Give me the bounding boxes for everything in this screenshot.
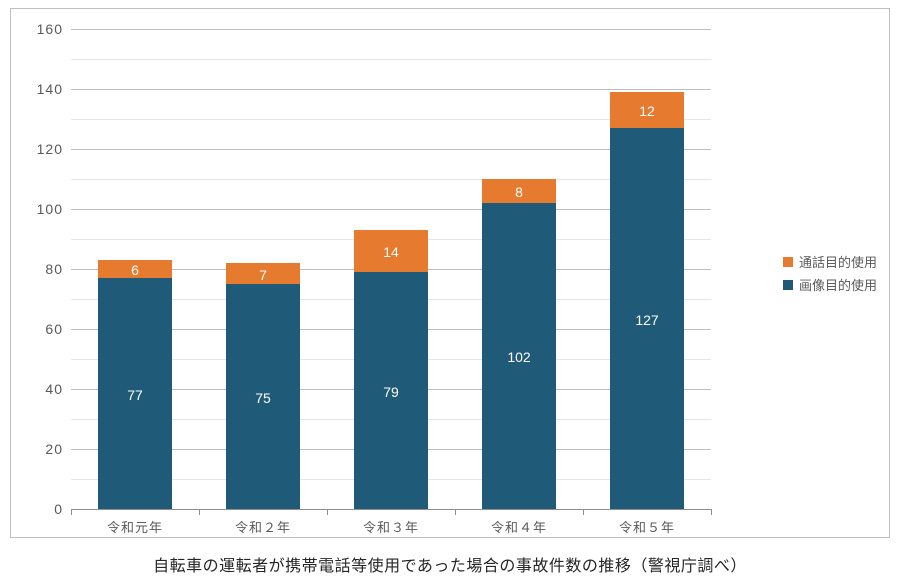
bar-value-label: 127: [610, 312, 684, 328]
y-tick-label: 80: [13, 261, 63, 277]
legend-label: 画像目的使用: [799, 275, 877, 294]
legend-item: 通話目的使用: [783, 252, 877, 271]
y-tick-label: 20: [13, 441, 63, 457]
x-axis-line: [71, 509, 711, 510]
legend: 通話目的使用 画像目的使用: [783, 248, 877, 298]
legend-swatch-icon: [783, 257, 793, 267]
x-tick: [71, 509, 72, 515]
chart-frame: 77 6 75 7 79 14 102 8 127 12 通話目的使用 画像目的使用 0 20 40 6…: [10, 8, 890, 538]
x-category-label: 令和２年: [199, 517, 327, 536]
y-tick-label: 140: [13, 81, 63, 97]
bar-value-label: 6: [98, 262, 172, 278]
bars-layer: 77 6 75 7 79 14 102 8 127 12: [71, 29, 711, 509]
x-tick: [327, 509, 328, 515]
bar-value-label: 12: [610, 103, 684, 119]
x-tick: [199, 509, 200, 515]
chart-caption: 自転車の運転者が携帯電話等使用であった場合の事故件数の推移（警視庁調べ）: [0, 552, 900, 576]
legend-label: 通話目的使用: [799, 252, 877, 271]
y-tick-label: 0: [13, 501, 63, 517]
bar-value-label: 77: [98, 387, 172, 403]
y-tick-label: 100: [13, 201, 63, 217]
x-category-label: 令和５年: [583, 517, 711, 536]
bar-value-label: 102: [482, 349, 556, 365]
x-category-label: 令和元年: [71, 517, 199, 536]
x-category-label: 令和３年: [327, 517, 455, 536]
y-tick-label: 60: [13, 321, 63, 337]
bar-value-label: 8: [482, 184, 556, 200]
legend-swatch-icon: [783, 280, 793, 290]
legend-item: 画像目的使用: [783, 275, 877, 294]
x-tick: [455, 509, 456, 515]
y-tick-label: 120: [13, 141, 63, 157]
bar-value-label: 14: [354, 244, 428, 260]
x-category-label: 令和４年: [455, 517, 583, 536]
bar-value-label: 75: [226, 390, 300, 406]
y-tick-label: 40: [13, 381, 63, 397]
bar-value-label: 7: [226, 267, 300, 283]
y-tick-label: 160: [13, 21, 63, 37]
x-tick: [711, 509, 712, 515]
plot-area: 77 6 75 7 79 14 102 8 127 12: [71, 29, 711, 509]
bar-value-label: 79: [354, 384, 428, 400]
x-tick: [583, 509, 584, 515]
